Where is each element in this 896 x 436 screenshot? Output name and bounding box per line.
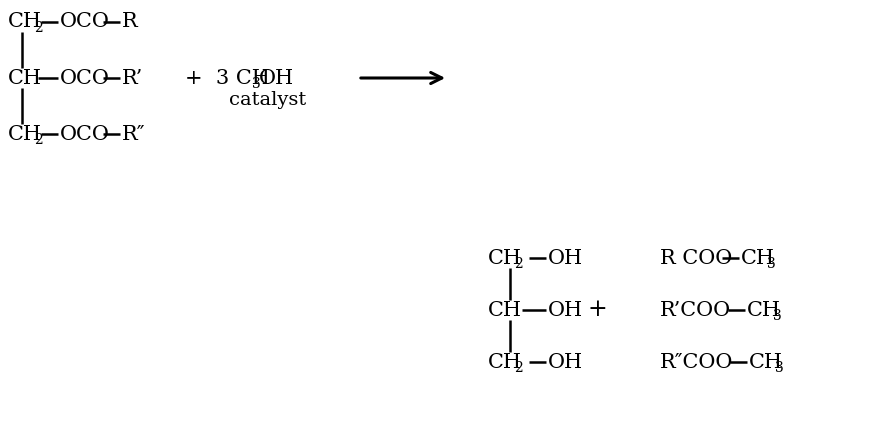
Text: CH: CH xyxy=(8,68,42,88)
Text: OH: OH xyxy=(548,249,583,268)
Text: OH: OH xyxy=(548,352,583,371)
Text: R″COO: R″COO xyxy=(660,352,733,371)
Text: CH: CH xyxy=(747,300,781,320)
Text: CH: CH xyxy=(749,352,783,371)
Text: +  3 CH: + 3 CH xyxy=(185,68,270,88)
Text: R’COO: R’COO xyxy=(660,300,731,320)
Text: CH: CH xyxy=(488,249,522,268)
Text: R COO: R COO xyxy=(660,249,732,268)
Text: OH: OH xyxy=(259,68,294,88)
Text: OCO: OCO xyxy=(60,125,110,143)
Text: +: + xyxy=(588,299,607,321)
Text: catalyst: catalyst xyxy=(229,91,306,109)
Text: 2: 2 xyxy=(34,133,43,147)
Text: CH: CH xyxy=(8,125,42,143)
Text: R’: R’ xyxy=(122,68,143,88)
Text: OCO: OCO xyxy=(60,13,110,31)
Text: 3: 3 xyxy=(773,309,781,323)
Text: 2: 2 xyxy=(514,257,522,271)
Text: CH: CH xyxy=(741,249,775,268)
Text: CH: CH xyxy=(488,352,522,371)
Text: OH: OH xyxy=(548,300,583,320)
Text: 2: 2 xyxy=(34,21,43,35)
Text: OCO: OCO xyxy=(60,68,110,88)
Text: 3: 3 xyxy=(767,257,776,271)
Text: CH: CH xyxy=(8,13,42,31)
Text: 3: 3 xyxy=(252,77,261,91)
Text: 2: 2 xyxy=(514,361,522,375)
Text: R″: R″ xyxy=(122,125,145,143)
Text: 3: 3 xyxy=(775,361,784,375)
Text: R: R xyxy=(122,13,138,31)
Text: CH: CH xyxy=(488,300,522,320)
